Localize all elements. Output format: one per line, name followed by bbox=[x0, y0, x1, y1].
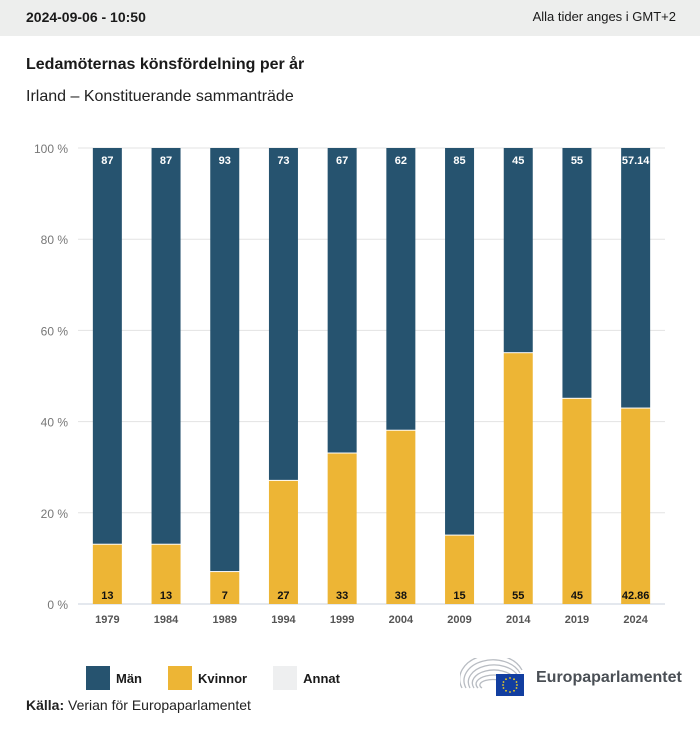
bar-women bbox=[386, 430, 416, 604]
bar-women bbox=[327, 453, 357, 604]
data-label-men: 45 bbox=[512, 155, 524, 167]
data-label-women: 13 bbox=[160, 590, 172, 602]
data-label-men: 93 bbox=[219, 155, 231, 167]
data-label-women: 27 bbox=[277, 590, 289, 602]
data-label-women: 55 bbox=[512, 590, 524, 602]
bar-men bbox=[92, 148, 122, 544]
data-label-women: 45 bbox=[571, 590, 583, 602]
legend-swatch-women bbox=[168, 666, 192, 690]
bar-women bbox=[445, 535, 475, 604]
bar-men bbox=[562, 148, 592, 398]
data-label-women: 42.86 bbox=[622, 590, 650, 602]
top-bar: 2024-09-06 - 10:50 Alla tider anges i GM… bbox=[0, 0, 700, 36]
y-tick-label: 0 % bbox=[47, 598, 68, 612]
data-label-men: 73 bbox=[277, 155, 289, 167]
bar-men bbox=[151, 148, 181, 544]
data-label-women: 13 bbox=[101, 590, 113, 602]
y-tick-label: 80 % bbox=[41, 233, 69, 247]
y-tick-label: 40 % bbox=[41, 416, 69, 430]
source-label: Källa: bbox=[26, 697, 65, 713]
x-tick-label: 2014 bbox=[506, 614, 531, 626]
european-parliament-hemicycle-eu-flag-icon bbox=[460, 658, 524, 696]
bar-men bbox=[503, 148, 533, 353]
data-label-women: 33 bbox=[336, 590, 348, 602]
bar-layer bbox=[92, 148, 651, 604]
bar-women bbox=[268, 480, 298, 604]
timezone-note: Alla tider anges i GMT+2 bbox=[532, 9, 676, 24]
y-tick-label: 100 % bbox=[34, 142, 68, 156]
legend-item-other[interactable]: Annat bbox=[273, 666, 340, 690]
data-label-men: 67 bbox=[336, 155, 348, 167]
data-label-men: 55 bbox=[571, 155, 583, 167]
data-label-men: 87 bbox=[160, 155, 172, 167]
legend-label-women: Kvinnor bbox=[198, 670, 248, 686]
source-note: Källa: Verian för Europaparlamentet bbox=[26, 697, 251, 713]
europarl-logo: Europaparlamentet bbox=[460, 658, 682, 698]
legend-item-men[interactable]: Män bbox=[86, 666, 142, 690]
bar-women bbox=[210, 572, 240, 604]
bar-men bbox=[621, 148, 651, 408]
x-tick-label: 1994 bbox=[271, 614, 296, 626]
x-tick-label: 1999 bbox=[330, 614, 354, 626]
chart-subtitle: Irland – Konstituerande sammanträde bbox=[26, 88, 294, 105]
logo-text: Europaparlamentet bbox=[536, 669, 682, 686]
bar-women bbox=[621, 408, 651, 604]
bar-men bbox=[210, 148, 240, 572]
y-tick-label: 20 % bbox=[41, 507, 69, 521]
legend-label-men: Män bbox=[116, 670, 142, 686]
data-label-women: 15 bbox=[453, 590, 465, 602]
bar-men bbox=[268, 148, 298, 480]
legend-label-other: Annat bbox=[303, 670, 340, 686]
bar-women bbox=[92, 544, 122, 604]
legend-swatch-other bbox=[273, 666, 298, 690]
source-text: Verian för Europaparlamentet bbox=[64, 697, 251, 713]
x-tick-label: 2019 bbox=[565, 614, 589, 626]
timestamp: 2024-09-06 - 10:50 bbox=[26, 9, 146, 25]
data-label-women: 7 bbox=[222, 590, 228, 602]
bar-women bbox=[503, 353, 533, 604]
data-label-men: 85 bbox=[453, 155, 465, 167]
x-tick-label: 2024 bbox=[623, 614, 648, 626]
data-label-women: 38 bbox=[395, 590, 407, 602]
legend-item-women[interactable]: Kvinnor bbox=[168, 666, 247, 690]
bar-women bbox=[151, 544, 181, 604]
x-tick-label: 2009 bbox=[447, 614, 471, 626]
data-label-men: 57.14 bbox=[622, 155, 650, 167]
y-tick-label: 60 % bbox=[41, 324, 69, 338]
bar-men bbox=[445, 148, 475, 535]
data-label-men: 62 bbox=[395, 155, 407, 167]
bar-men bbox=[327, 148, 357, 453]
x-tick-label: 1989 bbox=[213, 614, 237, 626]
label-layer: 87 13 1979 87 13 1984 93 7 1989 73 27 1994 67 33 1999 6… bbox=[95, 155, 650, 626]
x-tick-label: 1979 bbox=[95, 614, 119, 626]
chart-title: Ledamöternas könsfördelning per år bbox=[26, 56, 305, 73]
x-tick-label: 2004 bbox=[389, 614, 414, 626]
legend-swatch-men bbox=[86, 666, 110, 690]
bar-women bbox=[562, 398, 592, 604]
data-label-men: 87 bbox=[101, 155, 113, 167]
x-tick-label: 1984 bbox=[154, 614, 179, 626]
legend: Män Kvinnor Annat bbox=[86, 666, 366, 690]
bar-men bbox=[386, 148, 416, 430]
stacked-bar-chart: 0 % 20 % 40 % 60 % 80 % 100 % 87 13 1979 87 13 198… bbox=[34, 142, 665, 626]
